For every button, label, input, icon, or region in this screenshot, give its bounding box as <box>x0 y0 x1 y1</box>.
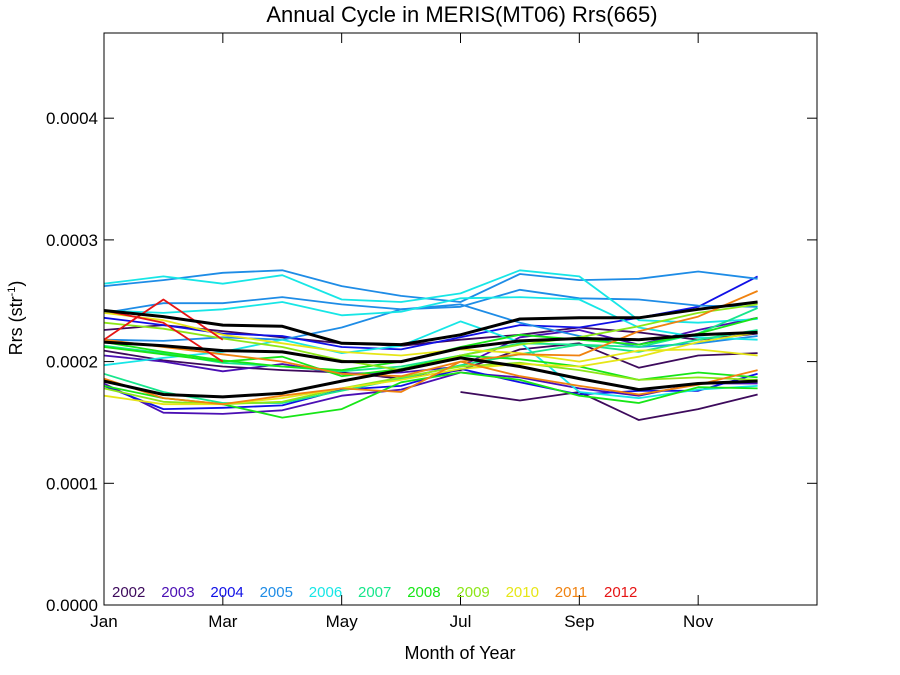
x-tick-labels: Jan Mar May Jul Sep Nov <box>90 612 713 631</box>
chart-title: Annual Cycle in MERIS(MT06) Rrs(665) <box>266 2 657 27</box>
legend-entry-2002: 2002 <box>112 584 145 601</box>
legend-entry-2009: 2009 <box>456 584 489 601</box>
legend-entry-2003: 2003 <box>161 584 194 601</box>
y-axis-label: Rrs (str-1) <box>6 281 26 356</box>
legend-entry-2011: 2011 <box>555 584 587 601</box>
x-tick-label-Mar: Mar <box>208 612 238 631</box>
legend-entry-2004: 2004 <box>210 584 243 601</box>
x-tick-label-Sep: Sep <box>564 612 594 631</box>
legend-entry-2007: 2007 <box>358 584 391 601</box>
y-tick-labels: 0.0000 0.0001 0.0002 0.0003 0.0004 <box>46 109 98 615</box>
plot-frame <box>103 32 818 606</box>
mean-line-3 <box>103 356 758 399</box>
legend-entry-2010: 2010 <box>506 584 539 601</box>
series-line-2006-1 <box>103 269 758 324</box>
x-tick-label-Nov: Nov <box>683 612 714 631</box>
legend-entry-2006: 2006 <box>309 584 342 601</box>
series-line-2011-2 <box>103 290 758 378</box>
legend-entry-2005: 2005 <box>260 584 293 601</box>
y-tick-label-0.0002: 0.0002 <box>46 353 98 372</box>
x-axis-label: Month of Year <box>404 643 515 663</box>
y-tick-label-0.0003: 0.0003 <box>46 231 98 250</box>
plot-lines <box>103 269 759 421</box>
series-line-2005-3 <box>103 303 758 348</box>
y-tick-label-0.0000: 0.0000 <box>46 596 98 615</box>
axis-ticks <box>103 33 817 606</box>
y-tick-label-0.0001: 0.0001 <box>46 474 98 493</box>
x-tick-label-May: May <box>326 612 359 631</box>
legend-entry-2008: 2008 <box>407 584 440 601</box>
series-line-2005-2 <box>103 288 758 314</box>
mean-line-1 <box>103 300 758 347</box>
y-tick-label-0.0004: 0.0004 <box>46 109 98 128</box>
y-axis-label-main: Rrs (str <box>6 296 26 355</box>
x-tick-label-Jan: Jan <box>90 612 117 631</box>
series-line-2011-1 <box>103 360 758 406</box>
legend-entry-2012: 2012 <box>604 584 637 601</box>
series-line-2012-1 <box>103 298 224 341</box>
series-line-2010-1 <box>103 331 758 406</box>
series-line-2005-1 <box>103 269 758 303</box>
legend: 2002 2003 2004 2005 2006 2007 2008 2009 2010 2011… <box>112 584 637 601</box>
y-axis-label-sup: -1 <box>6 287 18 297</box>
x-tick-label-Jul: Jul <box>450 612 472 631</box>
mean-line-2 <box>103 330 758 364</box>
series-line-2002-2 <box>460 391 758 421</box>
y-axis-label-close: ) <box>6 281 26 287</box>
